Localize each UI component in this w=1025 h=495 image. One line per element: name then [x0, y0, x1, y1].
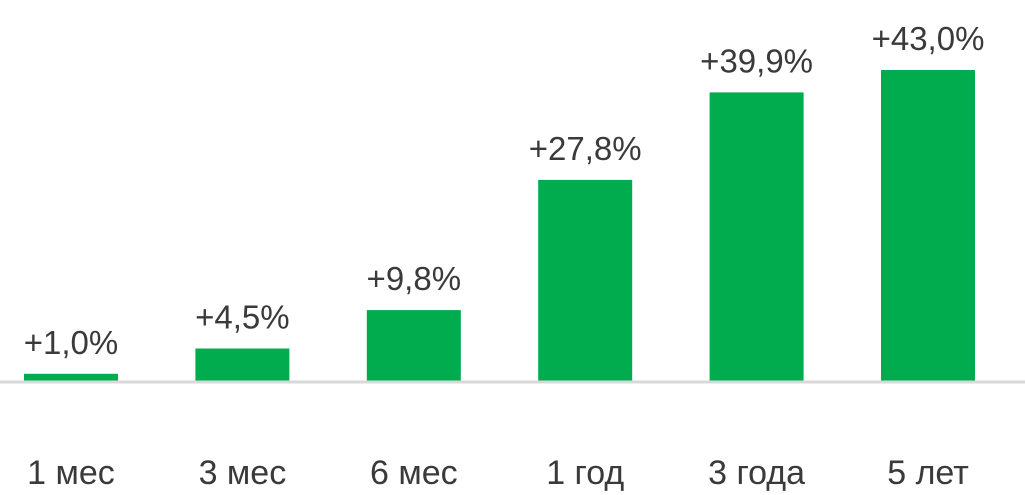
data-label: +1,0% [24, 324, 119, 361]
x-tick-label: 3 года [708, 454, 805, 492]
data-label: +27,8% [529, 130, 642, 167]
data-label: +9,8% [367, 260, 462, 297]
bar [24, 373, 118, 381]
data-label: +43,0% [872, 20, 985, 57]
bar [195, 348, 290, 381]
bar [881, 70, 975, 381]
x-tick-label: 1 год [546, 454, 624, 492]
data-labels-layer: +1,0% +4,5% +9,8% +27,8% +39,9% +43,0% [24, 20, 985, 361]
bar [366, 310, 461, 381]
x-tick-labels-layer: 1 мес 3 мес 6 мес 1 год 3 года 5 лет [27, 454, 969, 492]
bar [538, 179, 633, 381]
bar [709, 92, 804, 382]
x-tick-label: 5 лет [887, 454, 969, 492]
x-tick-label: 6 мес [370, 454, 458, 492]
data-label: +4,5% [195, 299, 290, 336]
x-tick-label: 3 мес [199, 454, 287, 492]
x-tick-label: 1 мес [27, 454, 115, 492]
data-label: +39,9% [700, 42, 813, 79]
bars-layer [24, 70, 975, 382]
